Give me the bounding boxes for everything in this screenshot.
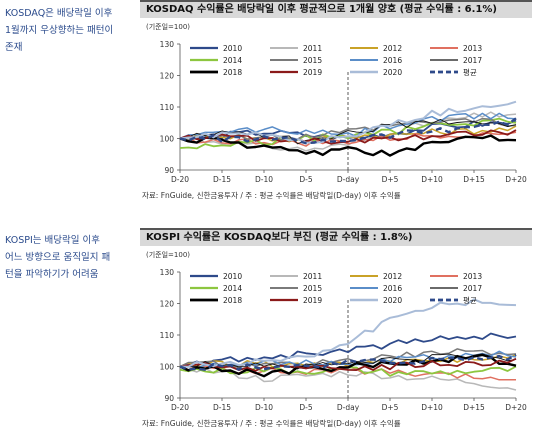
series-line-2011 — [179, 365, 517, 391]
legend-label: 2011 — [303, 44, 322, 53]
legend-label: 2014 — [223, 56, 242, 65]
legend-label: 2019 — [303, 68, 322, 77]
series-line-2017 — [179, 118, 517, 145]
x-tick-label: D-day — [337, 175, 360, 184]
series-line-2018 — [179, 353, 517, 378]
series-line-2010 — [179, 332, 517, 368]
legend-label: 2019 — [303, 296, 322, 305]
x-tick-label: D+10 — [421, 175, 443, 184]
x-tick-label: D-5 — [299, 175, 312, 184]
y-tick-label: 130 — [160, 40, 175, 49]
chart-title: KOSPI 수익률은 KOSDAQ보다 부진 (평균 수익률 : 1.8%) — [140, 228, 532, 246]
legend-label: 2015 — [303, 56, 322, 65]
legend-label: 2016 — [383, 56, 402, 65]
legend-label: 2018 — [223, 68, 242, 77]
legend-label: 2017 — [463, 284, 482, 293]
legend-label: 2018 — [223, 296, 242, 305]
legend-label: 2015 — [303, 284, 322, 293]
x-tick-label: D-10 — [255, 175, 273, 184]
y-tick-label: 90 — [164, 166, 174, 175]
y-tick-label: 110 — [160, 331, 175, 340]
y-tick-label: 100 — [160, 135, 175, 144]
x-tick-label: D+5 — [382, 403, 399, 412]
x-tick-label: D-10 — [255, 403, 273, 412]
x-tick-label: D-15 — [213, 403, 231, 412]
source-note: 자료: FnGuide, 신한금융투자 / 주 : 평균 수익률은 배당락일(D… — [142, 419, 401, 428]
chart-title: KOSDAQ 수익률은 배당락일 이후 평균적으로 1개월 양호 (평균 수익률… — [140, 0, 532, 18]
x-tick-label: D-20 — [171, 175, 189, 184]
legend-label: 2013 — [463, 272, 482, 281]
side-note-kosdaq: KOSDAQ은 배당락일 이후 1월까지 우상향하는 패턴이 존재 — [5, 8, 114, 53]
legend-label: 2020 — [383, 296, 402, 305]
chart-panel-kosdaq: KOSDAQ 수익률은 배당락일 이후 평균적으로 1개월 양호 (평균 수익률… — [140, 0, 532, 205]
y-tick-label: 130 — [160, 268, 175, 277]
x-tick-label: D-15 — [213, 175, 231, 184]
y-tick-label: 90 — [164, 394, 174, 403]
x-tick-label: D+20 — [505, 175, 527, 184]
y-tick-label: 110 — [160, 103, 175, 112]
x-tick-label: D-day — [337, 403, 360, 412]
line-chart-kospi: 90 100 110 120 130 D-20 D-15 D-10 D-5 D-day D+5 D+1… — [160, 268, 527, 412]
y-tick-label: 100 — [160, 363, 175, 372]
legend-label: 2020 — [383, 68, 402, 77]
series-line-2015 — [179, 348, 517, 369]
source-note: 자료: FnGuide, 신한금융투자 / 주 : 평균 수익률은 배당락일(D… — [142, 191, 401, 200]
series-line-2016 — [179, 112, 517, 140]
x-tick-label: D+5 — [382, 175, 399, 184]
series-line-2019 — [179, 357, 517, 372]
series-line-2018 — [179, 134, 517, 157]
x-tick-label: D+15 — [463, 403, 485, 412]
unit-label: (기준일=100) — [146, 251, 191, 259]
legend-label: 2017 — [463, 56, 482, 65]
line-chart-kosdaq: 90 100 110 120 130 D-20 D-15 D-10 D-5 D-day D+5 D+1… — [160, 40, 527, 184]
y-tick-label: 120 — [160, 72, 175, 81]
legend-label: 평균 — [463, 67, 477, 77]
legend-label: 2010 — [223, 44, 242, 53]
chart-panel-kospi: KOSPI 수익률은 KOSDAQ보다 부진 (평균 수익률 : 1.8%) (… — [140, 228, 532, 433]
series-line-평균 — [179, 117, 517, 145]
legend-label: 2016 — [383, 284, 402, 293]
series-line-2020 — [179, 100, 517, 144]
x-tick-label: D+15 — [463, 175, 485, 184]
legend-label: 2010 — [223, 272, 242, 281]
x-tick-label: D+10 — [421, 403, 443, 412]
series-line-2020 — [179, 298, 517, 368]
series-line-평균 — [179, 353, 517, 371]
y-tick-label: 120 — [160, 300, 175, 309]
x-tick-label: D+20 — [505, 403, 527, 412]
legend-label: 평균 — [463, 295, 477, 305]
unit-label: (기준일=100) — [146, 23, 191, 31]
side-note-kospi: KOSPI는 배당락일 이후 어느 방향으로 움직일지 패 턴을 파악하기가 어려움 — [5, 235, 111, 280]
legend-label: 2014 — [223, 284, 242, 293]
x-tick-label: D-20 — [171, 403, 189, 412]
legend-label: 2012 — [383, 272, 402, 281]
legend-label: 2011 — [303, 272, 322, 281]
legend-label: 2012 — [383, 44, 402, 53]
legend-label: 2013 — [463, 44, 482, 53]
x-tick-label: D-5 — [299, 403, 312, 412]
